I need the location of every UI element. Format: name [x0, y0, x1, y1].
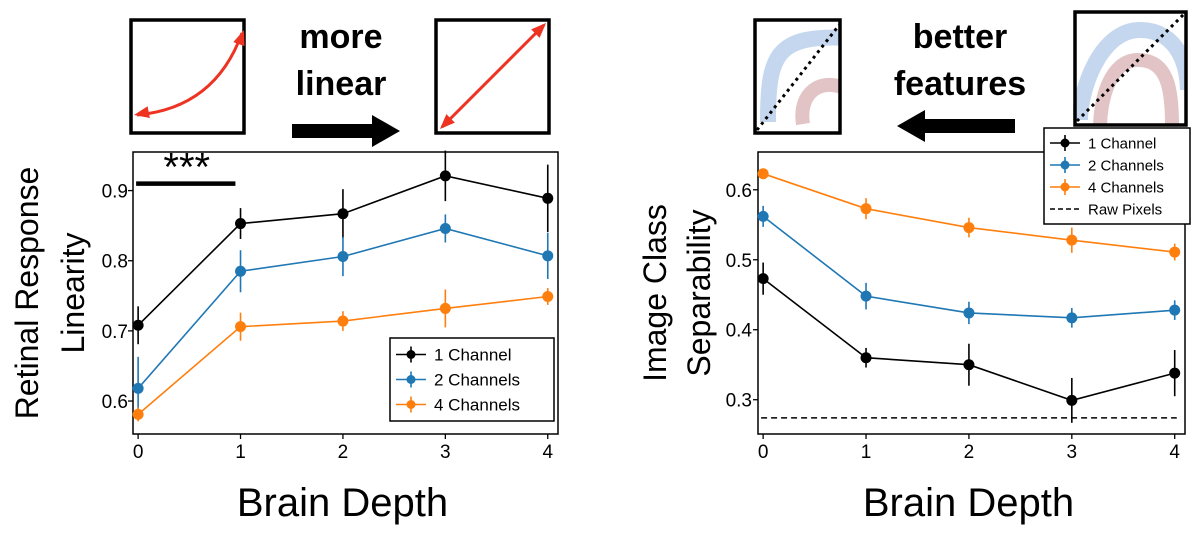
- separability-chart: 0 1 2 3 4 0.3 0.4 0.5 0.6 Brain Depth Image Class S…: [637, 127, 1191, 525]
- legend-marker: [406, 350, 416, 359]
- legend-label: 2 Channels: [1088, 157, 1164, 174]
- y-axis-label-line2: Linearity: [55, 233, 91, 354]
- legend-label: 4 Channels: [434, 396, 520, 415]
- legend-marker: [406, 400, 416, 409]
- legend-marker: [1060, 160, 1070, 170]
- data-point: [860, 203, 872, 215]
- data-point: [235, 321, 247, 333]
- data-point: [963, 359, 975, 371]
- data-point: [757, 210, 769, 222]
- curved-arrow-icon: [129, 18, 246, 135]
- curve-arrowhead-end: [233, 30, 245, 47]
- data-point: [235, 218, 247, 230]
- y-tick-label: 0.4: [726, 321, 753, 342]
- y-tick-label: 0.5: [726, 251, 752, 272]
- x-tick-label: 2: [964, 442, 975, 463]
- data-point: [860, 290, 872, 302]
- x-tick-label: 4: [542, 442, 553, 463]
- series-3: [132, 288, 554, 422]
- data-point: [337, 208, 349, 220]
- data-point: [337, 315, 349, 327]
- significance-stars: ***: [163, 146, 210, 190]
- more-linear-text-line1: more: [299, 18, 382, 56]
- x-tick-label: 1: [861, 442, 872, 463]
- arrow-left-icon: [897, 110, 1015, 142]
- more-linear-text-line2: linear: [296, 65, 387, 103]
- x-axis-label: Brain Depth: [863, 481, 1074, 525]
- data-point: [1066, 394, 1078, 406]
- linearity-chart: 0 1 2 3 4 0.6 0.7 0.8 0.9 Brain Depth Retinal Resp…: [9, 146, 559, 525]
- y-tick-label: 0.8: [102, 252, 128, 273]
- data-point: [439, 302, 451, 314]
- data-point: [439, 170, 451, 182]
- legend-marker: [1060, 182, 1070, 192]
- legend-label: Raw Pixels: [1088, 201, 1162, 218]
- x-axis-label: Brain Depth: [237, 481, 448, 525]
- better-features-text-line1: better: [913, 18, 1007, 56]
- x-tick-label: 3: [1067, 442, 1078, 463]
- legend-label: 2 Channels: [434, 371, 520, 390]
- data-point: [1066, 234, 1078, 246]
- data-point: [1066, 312, 1078, 324]
- straight-arrowhead-start: [440, 114, 455, 129]
- x-tick-label: 0: [133, 442, 144, 463]
- straight-arrow-icon: [434, 18, 551, 135]
- series-2: [757, 205, 1181, 328]
- series-1: [132, 150, 554, 345]
- data-point: [439, 222, 451, 234]
- curve-arrowhead-start: [134, 106, 150, 119]
- series-2: [132, 214, 554, 420]
- data-point: [860, 352, 872, 364]
- data-point: [542, 291, 554, 303]
- data-point: [1169, 367, 1181, 379]
- data-point: [1169, 304, 1181, 316]
- legend: 1 Channel 2 Channels 4 Channels: [389, 337, 555, 422]
- data-point: [542, 192, 554, 204]
- entangled-manifold-icon: [753, 18, 842, 135]
- straight-arrowhead-end: [531, 23, 546, 38]
- x-tick-label: 1: [235, 442, 246, 463]
- series-3: [757, 168, 1181, 261]
- data-point: [132, 319, 144, 331]
- y-axis-label-line1: Image Class: [637, 204, 673, 382]
- legend-marker: [406, 375, 416, 384]
- x-tick-label: 2: [338, 442, 349, 463]
- data-point: [757, 168, 769, 180]
- x-tick-label: 4: [1169, 442, 1180, 463]
- data-point: [963, 222, 975, 234]
- legend-label: 4 Channels: [1088, 179, 1164, 196]
- y-tick-label: 0.3: [726, 391, 752, 412]
- arrow-right-icon: [292, 115, 400, 147]
- data-point: [963, 307, 975, 319]
- data-point: [235, 265, 247, 277]
- x-tick-label: 3: [440, 442, 451, 463]
- data-point: [757, 273, 769, 285]
- legend-label: 1 Channel: [434, 346, 512, 365]
- better-features-text-line2: features: [894, 65, 1026, 103]
- legend: 1 Channel 2 Channels 4 Channels Raw Pixels: [1043, 127, 1191, 225]
- y-tick-label: 0.7: [102, 322, 128, 343]
- legend-label: 1 Channel: [1088, 135, 1156, 152]
- y-tick-label: 0.6: [726, 181, 752, 202]
- y-axis-label-line2: Separability: [681, 209, 717, 376]
- data-point: [132, 382, 144, 394]
- data-point: [542, 250, 554, 262]
- data-point: [1169, 246, 1181, 258]
- data-point: [132, 408, 144, 420]
- separated-manifold-icon: [1073, 10, 1188, 127]
- series-1: [757, 262, 1181, 423]
- y-axis-label-line1: Retinal Response: [9, 167, 45, 420]
- legend-marker: [1060, 138, 1070, 148]
- data-point: [337, 251, 349, 263]
- y-tick-label: 0.9: [102, 182, 128, 203]
- y-tick-label: 0.6: [102, 392, 128, 413]
- x-tick-label: 0: [758, 442, 769, 463]
- plot-frame: [757, 151, 1186, 435]
- plot-frame: [132, 151, 559, 435]
